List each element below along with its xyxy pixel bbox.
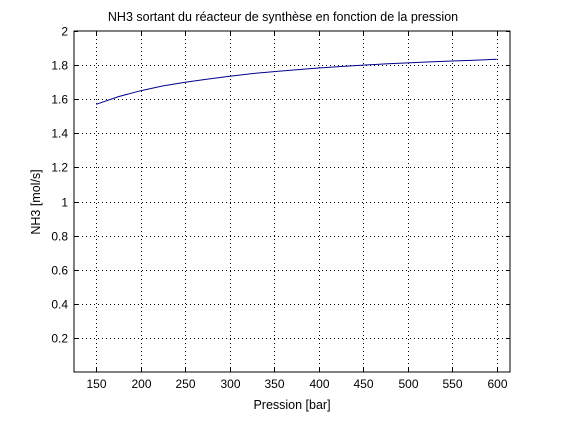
series-layer	[96, 58, 497, 105]
x-tick-label: 450	[353, 377, 373, 391]
x-tick-label: 350	[264, 377, 284, 391]
x-axis-label: Pression [bar]	[253, 398, 330, 412]
y-axis: 0.2 0.4 0.6 0.8 1 1.2 1.4 1.6 1.8 2	[51, 25, 510, 346]
y-tick-label: 2	[61, 25, 68, 39]
y-tick-label: 0.2	[51, 332, 68, 346]
x-tick-label: 550	[442, 377, 462, 391]
x-tick-label: 250	[175, 377, 195, 391]
x-tick-label: 500	[398, 377, 418, 391]
x-tick-label: 300	[220, 377, 240, 391]
plot-area-border	[73, 30, 511, 373]
x-axis: 150 200 250 300 350 400 450 500 550 600	[86, 31, 508, 391]
y-tick-label: 1.4	[51, 127, 68, 141]
y-tick-label: 1.6	[51, 93, 68, 107]
x-tick-label: 200	[131, 377, 151, 391]
x-tick-label: 400	[309, 377, 329, 391]
y-tick-label: 1	[61, 196, 68, 210]
y-tick-label: 0.6	[51, 264, 68, 278]
x-tick-label: 150	[86, 377, 106, 391]
y-tick-label: 0.4	[51, 298, 68, 312]
chart-title: NH3 sortant du réacteur de synthèse en f…	[108, 10, 458, 24]
y-axis-label: NH3 [mol/s]	[29, 169, 43, 234]
y-tick-label: 0.8	[51, 230, 68, 244]
y-tick-label: 1.8	[51, 59, 68, 73]
grid-lines	[74, 31, 510, 372]
y-tick-label: 1.2	[51, 161, 68, 175]
x-tick-label: 600	[487, 377, 507, 391]
series-line	[96, 58, 497, 105]
